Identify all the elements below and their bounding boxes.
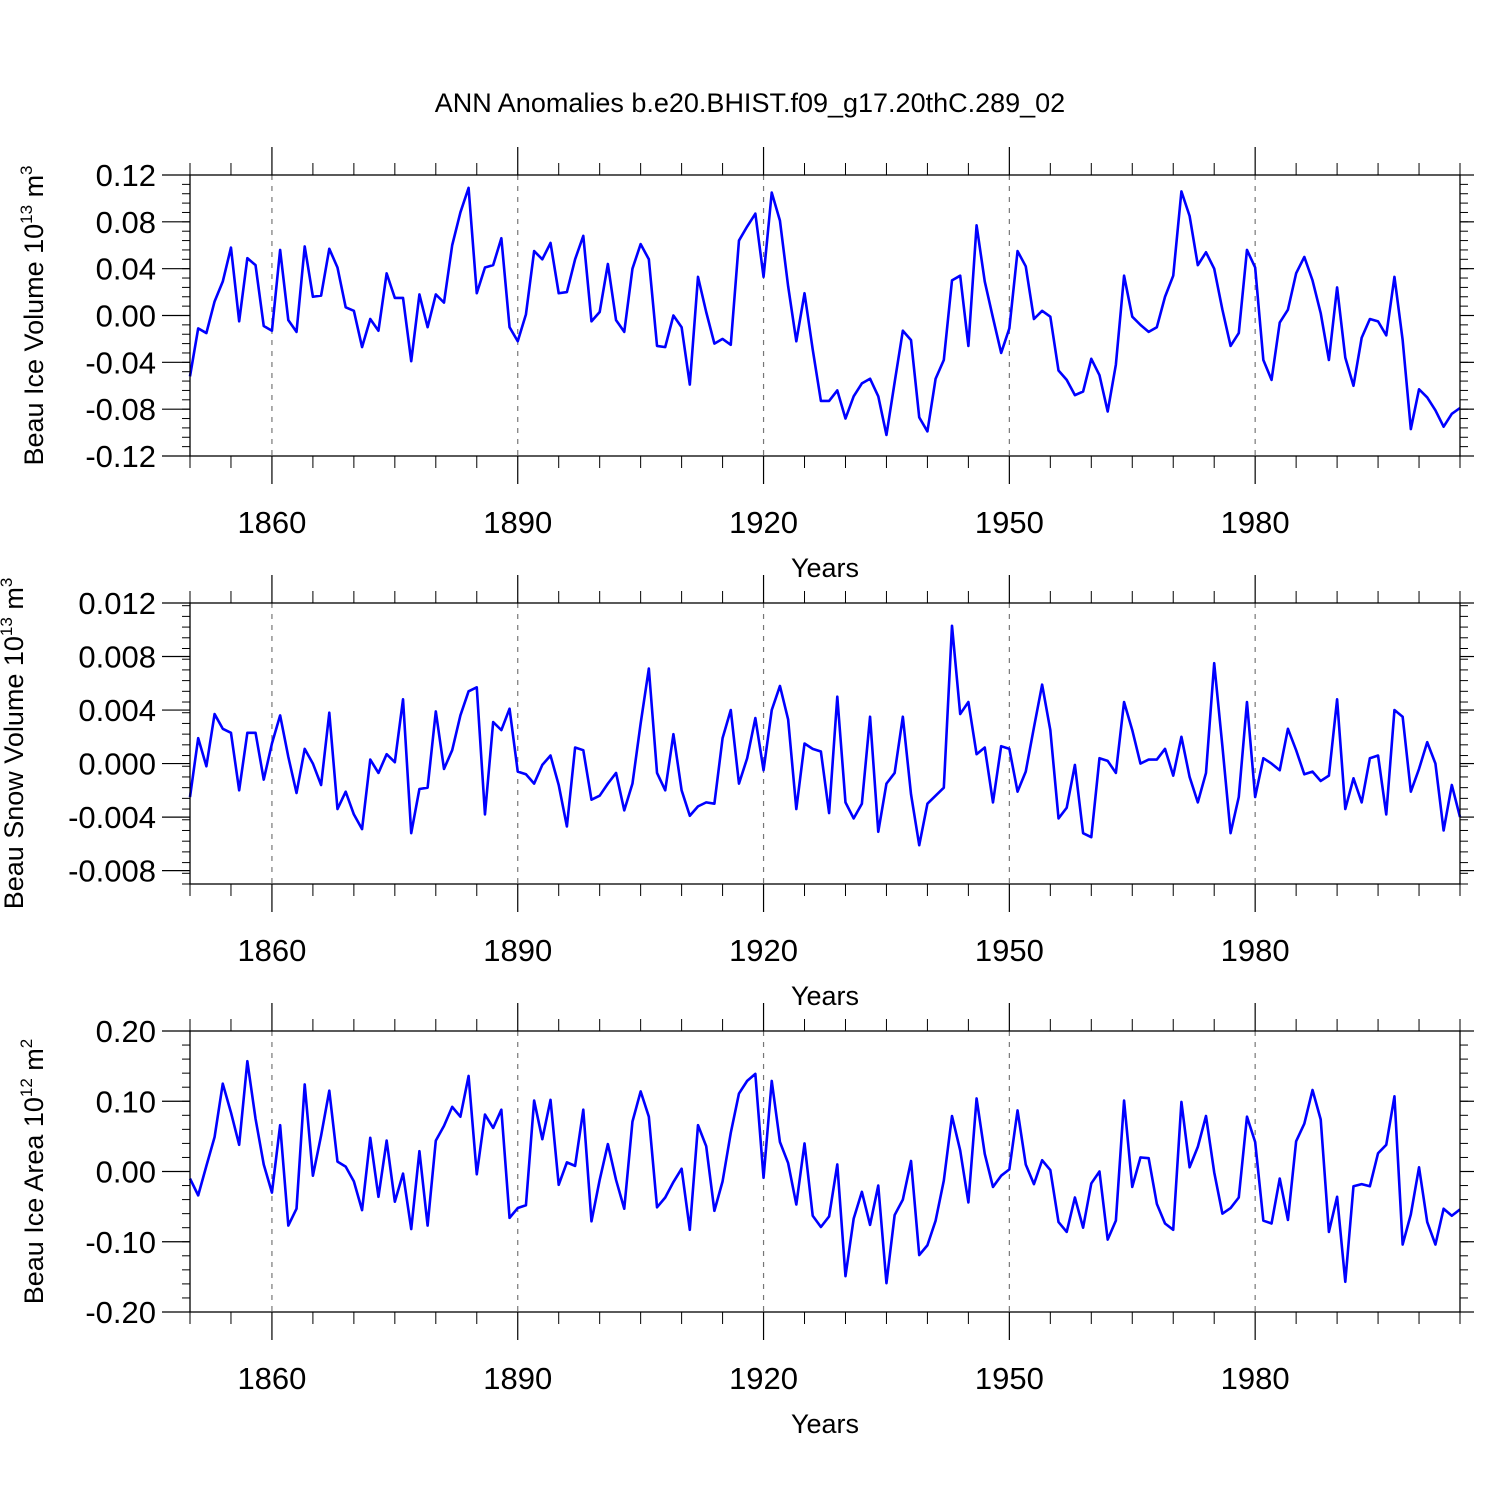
chart-title: ANN Anomalies b.e20.BHIST.f09_g17.20thC.… xyxy=(435,88,1065,118)
y-tick-label: 0.000 xyxy=(78,747,156,782)
y-tick-label: -0.10 xyxy=(85,1225,156,1260)
x-tick-label: 1980 xyxy=(1221,1361,1290,1396)
y-tick-label: 0.012 xyxy=(78,586,156,621)
y-tick-label: 0.20 xyxy=(96,1014,156,1049)
y-axis-title-main: Beau Ice Area 10 xyxy=(19,1097,49,1304)
y-axis-title: Beau Ice Volume 1013 m3 xyxy=(17,165,49,465)
y-tick-label: 0.10 xyxy=(96,1084,156,1119)
y-tick-label: 0.00 xyxy=(96,299,156,334)
y-axis-title-unit: m xyxy=(19,1048,49,1078)
x-tick-label: 1920 xyxy=(729,505,798,540)
y-axis-title-main: Beau Snow Volume 10 xyxy=(0,636,29,909)
y-tick-label: -0.04 xyxy=(85,345,156,380)
y-tick-label: -0.20 xyxy=(85,1295,156,1330)
x-axis-title: Years xyxy=(791,553,859,583)
y-axis-title-exponent: 13 xyxy=(17,205,36,224)
x-tick-label: 1980 xyxy=(1221,933,1290,968)
y-axis-title-main: Beau Ice Volume 10 xyxy=(19,224,49,466)
y-axis-title: Beau Ice Area 1012 m2 xyxy=(17,1039,49,1305)
plot-frame xyxy=(189,174,1461,457)
y-axis-title-unit: m xyxy=(19,175,49,205)
x-tick-label: 1860 xyxy=(237,933,306,968)
x-tick-label: 1950 xyxy=(975,1361,1044,1396)
panel-1: -0.12 -0.08 -0.04 0.00 0.04 0.08 0.12 1860 1890 1… xyxy=(17,147,1474,583)
y-tick-label: -0.08 xyxy=(85,392,156,427)
data-series-line xyxy=(188,624,1462,847)
y-tick-label: 0.04 xyxy=(96,252,156,287)
panel-2: -0.008 -0.004 0.000 0.004 0.008 0.012 1860 1890… xyxy=(0,575,1474,1011)
y-axis-title-unit-exponent: 3 xyxy=(17,165,36,174)
x-tick-label: 1860 xyxy=(237,1361,306,1396)
x-tick-label: 1890 xyxy=(483,505,552,540)
y-axis-title-unit-exponent: 2 xyxy=(17,1039,36,1048)
y-tick-label: 0.00 xyxy=(96,1155,156,1190)
y-axis-title: Beau Snow Volume 1013 m3 xyxy=(0,578,29,910)
x-axis-title: Years xyxy=(791,1409,859,1439)
data-series-line xyxy=(188,186,1461,437)
x-tick-label: 1950 xyxy=(975,505,1044,540)
data-series-line xyxy=(188,1059,1461,1285)
y-tick-label: -0.12 xyxy=(85,439,156,474)
y-axis-title-unit-exponent: 3 xyxy=(0,578,16,587)
x-axis-title: Years xyxy=(791,981,859,1011)
y-tick-label: 0.004 xyxy=(78,693,156,728)
plot-frame xyxy=(189,602,1461,885)
y-tick-label: 0.12 xyxy=(96,158,156,193)
y-axis-title-exponent: 12 xyxy=(17,1078,36,1097)
plot-frame xyxy=(189,1030,1461,1313)
x-tick-label: 1860 xyxy=(237,505,306,540)
y-tick-label: -0.004 xyxy=(68,800,156,835)
x-tick-label: 1950 xyxy=(975,933,1044,968)
y-axis-title-unit: m xyxy=(0,587,29,617)
y-axis-title-exponent: 13 xyxy=(0,617,16,636)
x-tick-label: 1980 xyxy=(1221,505,1290,540)
panels: -0.12 -0.08 -0.04 0.00 0.04 0.08 0.12 1860 1890 1… xyxy=(0,147,1474,1439)
y-tick-label: -0.008 xyxy=(68,854,156,889)
x-tick-label: 1920 xyxy=(729,933,798,968)
y-tick-label: 0.08 xyxy=(96,205,156,240)
x-tick-label: 1890 xyxy=(483,1361,552,1396)
x-tick-label: 1920 xyxy=(729,1361,798,1396)
y-tick-label: 0.008 xyxy=(78,640,156,675)
x-tick-label: 1890 xyxy=(483,933,552,968)
panel-3: -0.20 -0.10 0.00 0.10 0.20 1860 1890 1920 1950 19… xyxy=(17,1003,1474,1439)
